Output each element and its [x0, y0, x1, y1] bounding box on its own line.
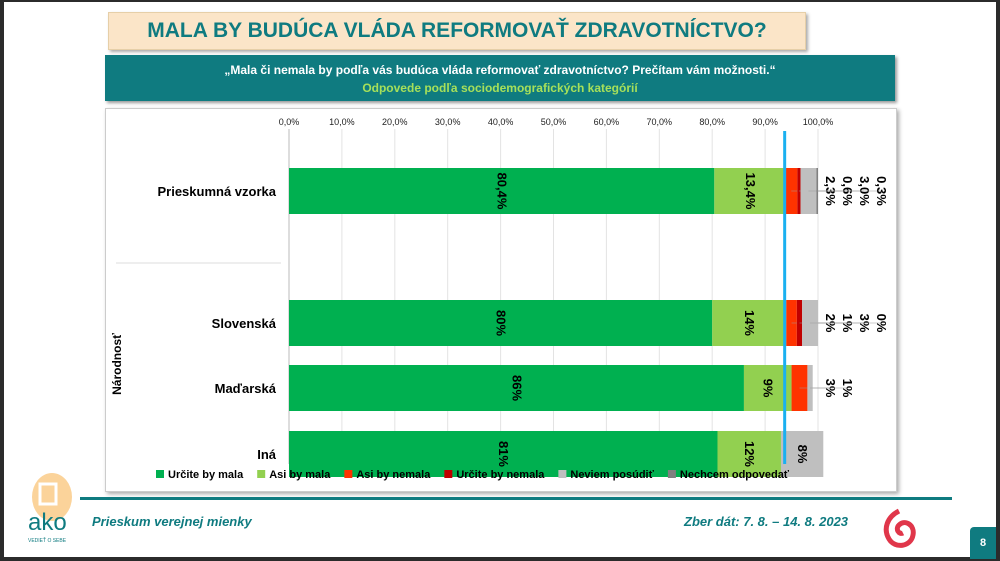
legend-swatch [667, 470, 676, 478]
bar-segment [289, 365, 744, 411]
chart-svg: 0,0% 10,0% 20,0% 30,0% 40,0% 50,0% 60,0% 70,0% 8… [110, 117, 889, 481]
legend-swatch [257, 470, 266, 478]
legend-swatch [344, 470, 353, 478]
legend-label: Určite by mala [168, 469, 244, 481]
legend-label: Asi by mala [269, 469, 331, 481]
data-label: 0,3% [874, 176, 889, 206]
category-label: Iná [257, 447, 277, 462]
bar-segment [807, 365, 813, 411]
x-tick-label: 20,0% [382, 117, 408, 127]
x-tick-label: 80,0% [699, 117, 725, 127]
slide: MALA BY BUDÚCA VLÁDA REFORMOVAŤ ZDRAVOTN… [4, 2, 996, 559]
data-label: 81% [496, 441, 511, 467]
legend-label: Neviem posúdiť [570, 469, 654, 481]
data-label: 0% [874, 314, 889, 333]
data-label: 13,4% [743, 173, 758, 210]
data-label: 12% [742, 441, 757, 467]
logo-tagline: VEDIEŤ O SEBE [28, 536, 67, 544]
bar-segment [714, 168, 786, 214]
legend-label: Asi by nemala [356, 469, 431, 481]
category-label: Prieskumná vzorka [157, 184, 276, 199]
group-label: Národnosť [110, 333, 124, 395]
x-tick-label: 50,0% [541, 117, 567, 127]
footer-divider [80, 497, 952, 500]
x-tick-label: 40,0% [488, 117, 514, 127]
x-tick-label: 90,0% [752, 117, 778, 127]
bar-segment [289, 300, 713, 346]
bar-segment [289, 431, 718, 477]
legend-label: Nechcem odpovedať [680, 469, 790, 481]
legend-swatch [444, 470, 453, 478]
subtitle-question: „Mala či nemala by podľa vás budúca vlád… [224, 63, 776, 77]
logo-text: ako [28, 509, 67, 536]
x-tick-label: 100,0% [803, 117, 834, 127]
chart: 0,0% 10,0% 20,0% 30,0% 40,0% 50,0% 60,0% 70,0% 8… [105, 108, 897, 492]
bar-segment [780, 431, 824, 477]
data-label: 8% [795, 445, 810, 464]
legend-label: Určite by nemala [456, 469, 545, 481]
page-number: 8 [970, 527, 996, 559]
data-label: 86% [509, 375, 524, 401]
ako-logo: ako VEDIEŤ O SEBE [28, 473, 72, 544]
x-tick-label: 70,0% [647, 117, 673, 127]
bar-segment [717, 431, 781, 477]
subtitle-note: Odpovede podľa sociodemografických kateg… [362, 81, 638, 95]
x-tick-label: 0,0% [279, 117, 300, 127]
legend-swatch [558, 470, 567, 478]
data-label: 14% [742, 310, 757, 336]
data-label: 1% [840, 379, 855, 398]
x-tick-label: 10,0% [329, 117, 355, 127]
legend-swatch [156, 470, 164, 478]
footer-right: Zber dát: 7. 8. – 14. 8. 2023 [684, 514, 849, 529]
category-label: Maďarská [215, 381, 277, 396]
subtitle-box: „Mala či nemala by podľa vás budúca vlád… [105, 55, 895, 101]
bar-segment [289, 168, 715, 214]
slide-title: MALA BY BUDÚCA VLÁDA REFORMOVAŤ ZDRAVOTN… [108, 12, 806, 50]
x-tick-label: 60,0% [594, 117, 620, 127]
bar-segment [712, 300, 787, 346]
data-label: 80,4% [495, 173, 510, 210]
data-label: 9% [761, 379, 776, 398]
category-label: Slovenská [212, 316, 277, 331]
spiral-logo-icon [883, 508, 916, 548]
x-tick-label: 30,0% [435, 117, 461, 127]
footer-left: Prieskum verejnej mienky [92, 514, 252, 529]
data-label: 80% [494, 310, 509, 336]
